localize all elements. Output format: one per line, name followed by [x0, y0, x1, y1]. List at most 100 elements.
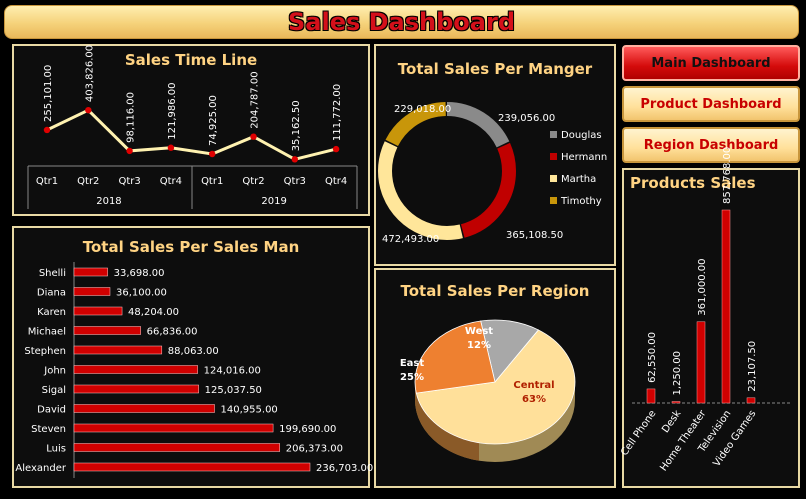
- timeline-tick-label: Qtr3: [118, 176, 140, 187]
- timeline-point: [43, 126, 51, 134]
- salesman-category-label: Diana: [37, 288, 66, 299]
- timeline-data-label: 98,116.00: [126, 92, 137, 143]
- timeline-data-label: 111,772.00: [332, 84, 343, 141]
- manager-legend-label: Hermann: [561, 152, 607, 163]
- salesman-chart: Shelli 33,698.00 Diana 36,100.00 Karen 48,204…: [15, 262, 373, 478]
- sales-timeline-chart: 255,101.00 403,826.00 98,116.00 121,986.00 7…: [27, 45, 358, 209]
- region-slice-name: Central: [513, 380, 554, 391]
- timeline-data-label: 204,787.00: [250, 71, 261, 128]
- timeline-data-label: 74,925.00: [208, 95, 219, 146]
- salesman-category-label: John: [43, 366, 66, 377]
- products-chart: 62,550.00 Cell Phone 1,250.00 Desk 361,000.0…: [619, 147, 792, 473]
- region-slice-pct: 25%: [400, 372, 424, 383]
- region-slice-pct: 63%: [522, 394, 546, 405]
- timeline-data-label: 121,986.00: [167, 82, 178, 139]
- products-panel: Products Sales 62,550.00 Cell Phone 1,250.…: [619, 147, 800, 488]
- salesman-bar: [73, 306, 123, 316]
- timeline-tick-label: Qtr2: [242, 176, 264, 187]
- manager-data-label: 229,018.00: [394, 104, 451, 115]
- timeline-point: [332, 145, 340, 153]
- page-title: Sales Dashboard: [288, 8, 515, 36]
- salesman-category-label: Shelli: [39, 268, 66, 279]
- salesman-data-label: 66,836.00: [147, 327, 198, 338]
- salesman-category-label: David: [37, 405, 66, 416]
- manager-legend-swatch: [550, 175, 557, 182]
- salesman-data-label: 33,698.00: [114, 268, 165, 279]
- timeline-point: [85, 106, 92, 114]
- products-data-label: 23,107.50: [747, 341, 758, 392]
- salesman-category-label: Alexander: [15, 463, 66, 474]
- timeline-data-label: 255,101.00: [43, 65, 54, 122]
- manager-legend-label: Martha: [561, 174, 596, 185]
- salesman-category-label: Sigal: [42, 385, 66, 396]
- products-data-label: 361,000.00: [697, 259, 708, 316]
- region-pie-side-east: [415, 382, 479, 461]
- salesman-category-label: Steven: [31, 424, 66, 435]
- region-title: Total Sales Per Region: [400, 282, 590, 300]
- salesman-bar: [73, 462, 311, 472]
- timeline-point: [291, 156, 298, 163]
- timeline-point: [209, 150, 216, 158]
- salesman-bar: [73, 267, 108, 277]
- salesman-data-label: 48,204.00: [128, 307, 179, 318]
- manager-legend-swatch: [550, 131, 557, 138]
- salesman-data-label: 206,373.00: [286, 444, 343, 455]
- timeline-group-label: 2018: [96, 196, 121, 207]
- manager-legend-swatch: [550, 153, 557, 160]
- salesman-bar: [73, 365, 198, 374]
- manager-slice: [378, 102, 516, 240]
- products-data-label: 62,550.00: [647, 332, 658, 383]
- salesman-data-label: 125,037.50: [205, 385, 262, 396]
- timeline-point: [167, 144, 175, 151]
- salesman-bar: [73, 384, 199, 394]
- salesman-bar: [73, 345, 163, 355]
- product-dashboard-button[interactable]: Product Dashboard: [622, 86, 800, 122]
- main-dashboard-button[interactable]: Main Dashboard: [622, 45, 800, 81]
- salesman-bar: [73, 287, 111, 296]
- salesman-bar: [73, 443, 281, 452]
- products-data-label: 1,250.00: [672, 351, 683, 396]
- salesman-data-label: 140,955.00: [221, 405, 278, 416]
- salesman-data-label: 36,100.00: [116, 288, 167, 299]
- timeline-tick-label: Qtr2: [77, 176, 99, 187]
- region-slice-name: West: [465, 326, 493, 337]
- salesman-bar: [73, 326, 141, 335]
- salesman-category-label: Michael: [28, 327, 66, 338]
- sales-timeline-title: Sales Time Line: [124, 51, 258, 69]
- timeline-series-line: [46, 108, 337, 161]
- timeline-data-label: 35,162.50: [291, 100, 302, 151]
- manager-panel: Total Sales Per Manger 239,056.00 365,108…: [374, 44, 616, 266]
- manager-legend-swatch: [550, 197, 557, 204]
- products-title: Products Sales: [630, 174, 756, 192]
- region-panel: Total Sales Per Region Central 63% East 25%…: [374, 268, 616, 488]
- manager-legend-label: Timothy: [560, 196, 602, 207]
- products-bar: [696, 321, 706, 404]
- salesman-panel: Total Sales Per Sales Man Shelli 33,698.0…: [12, 226, 373, 488]
- manager-data-label: 365,108.50: [506, 230, 563, 241]
- dashboard-banner: Sales Dashboard: [4, 5, 799, 39]
- salesman-data-label: 88,063.00: [168, 346, 219, 357]
- salesman-data-label: 236,703.00: [316, 463, 373, 474]
- products-bar: [646, 388, 656, 404]
- salesman-category-label: Karen: [37, 307, 66, 318]
- manager-chart: 239,056.00 365,108.50 472,493.00 229,018.00…: [378, 102, 607, 245]
- salesman-bar: [73, 404, 215, 413]
- products-bar: [746, 397, 756, 404]
- sales-timeline-panel: Sales Time Line 255,101.00 403,826.00 98,1…: [12, 44, 370, 216]
- products-bar: [721, 209, 731, 404]
- timeline-tick-label: Qtr4: [160, 176, 182, 187]
- region-slice-pct: 12%: [467, 340, 491, 351]
- region-slice: [414, 320, 496, 394]
- salesman-category-label: Stephen: [24, 346, 66, 357]
- salesman-data-label: 199,690.00: [279, 424, 336, 435]
- salesman-bar: [73, 423, 274, 433]
- products-data-label: 857,768.00: [722, 147, 733, 204]
- products-category-label: Desk: [660, 408, 683, 435]
- products-bar: [671, 401, 681, 404]
- manager-data-label: 472,493.00: [382, 234, 439, 245]
- timeline-tick-label: Qtr1: [201, 176, 223, 187]
- manager-title: Total Sales Per Manger: [397, 60, 593, 78]
- manager-slice: [378, 102, 516, 240]
- timeline-tick-label: Qtr4: [325, 176, 347, 187]
- region-dashboard-button[interactable]: Region Dashboard: [622, 127, 800, 163]
